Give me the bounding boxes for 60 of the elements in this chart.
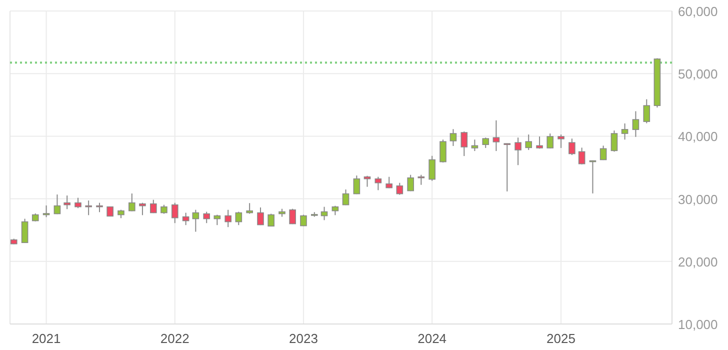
candlestick	[600, 145, 607, 161]
candlestick	[353, 175, 360, 195]
candlestick	[192, 209, 200, 232]
x-tick-label: 2022	[160, 331, 190, 346]
candlestick	[257, 206, 264, 226]
candlestick	[514, 137, 522, 166]
candlestick	[525, 134, 532, 150]
candlestick	[332, 205, 339, 216]
candlestick	[632, 110, 640, 138]
candlestick	[139, 202, 146, 216]
x-tick-label: 2024	[418, 331, 447, 346]
candlestick	[621, 122, 628, 140]
candlestick	[235, 211, 242, 226]
candlestick	[289, 208, 296, 225]
y-tick-label: 40,000	[678, 129, 718, 144]
candlestick	[320, 206, 328, 221]
candlestick	[428, 155, 436, 182]
candlestick	[460, 131, 468, 157]
candlestick	[74, 197, 82, 209]
candlestick	[558, 134, 564, 148]
x-tick-label: 2023	[289, 331, 318, 346]
candlestick	[106, 206, 114, 217]
candlestick	[85, 200, 92, 216]
candlestick	[64, 194, 70, 210]
candlestick	[21, 218, 28, 244]
y-tick-label: 10,000	[678, 317, 718, 332]
candlestick	[128, 192, 136, 212]
candlestick	[374, 176, 382, 191]
candlestick	[214, 214, 221, 226]
candlestick	[568, 138, 576, 156]
y-tick-label: 50,000	[678, 66, 718, 82]
candlestick	[150, 199, 157, 214]
candlestick	[450, 128, 457, 146]
candlestick	[492, 120, 500, 152]
candlestick	[342, 188, 350, 206]
x-tick-label: 2021	[32, 331, 61, 346]
candlestick	[536, 136, 543, 150]
candlestick	[610, 130, 618, 152]
candlestick	[96, 202, 103, 213]
candlestick	[396, 182, 404, 196]
candlestick	[182, 212, 190, 226]
candlestick	[440, 139, 446, 163]
candlestick	[224, 209, 232, 228]
candlestick	[578, 147, 586, 165]
candlestick	[546, 133, 554, 149]
candlestick	[54, 194, 61, 215]
y-tick-label: 20,000	[678, 254, 718, 270]
candlestick	[482, 137, 490, 148]
candlestick	[643, 98, 650, 124]
candlestick	[203, 211, 210, 224]
candlestick	[268, 213, 274, 227]
candlestick	[471, 139, 478, 152]
candlestick	[504, 142, 511, 192]
y-tick-label: 30,000	[678, 192, 718, 207]
candlestick	[42, 204, 50, 218]
y-tick-label: 60,000	[678, 4, 718, 19]
candlestick	[407, 174, 414, 192]
candlestick	[246, 202, 253, 214]
x-tick-label: 2025	[546, 331, 576, 346]
candlestick	[171, 202, 178, 224]
